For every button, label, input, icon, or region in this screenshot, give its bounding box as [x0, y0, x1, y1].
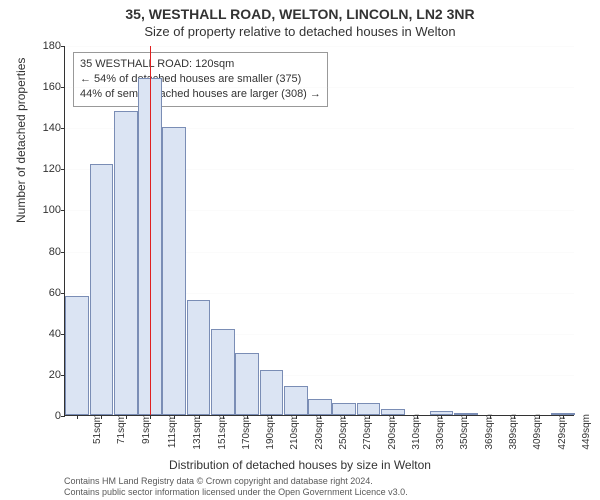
- ytick-mark: [61, 416, 65, 417]
- xtick-label: 151sqm: [216, 414, 227, 450]
- xtick-mark: [247, 415, 248, 419]
- xtick-mark: [514, 415, 515, 419]
- reference-line: [150, 46, 151, 415]
- xtick-mark: [563, 415, 564, 419]
- ytick-label: 40: [31, 328, 61, 340]
- histogram-bar: [187, 300, 211, 415]
- xtick-label: 409sqm: [532, 414, 543, 450]
- xtick-mark: [223, 415, 224, 419]
- chart-title-line1: 35, WESTHALL ROAD, WELTON, LINCOLN, LN2 …: [0, 6, 600, 22]
- histogram-bar: [162, 127, 186, 415]
- xtick-mark: [101, 415, 102, 419]
- chart-title-line2: Size of property relative to detached ho…: [0, 24, 600, 39]
- ytick-label: 20: [31, 369, 61, 381]
- ytick-mark: [61, 46, 65, 47]
- histogram-bar: [235, 353, 259, 415]
- xtick-label: 250sqm: [338, 414, 349, 450]
- xtick-label: 330sqm: [435, 414, 446, 450]
- y-axis-label: Number of detached properties: [14, 58, 28, 223]
- xtick-mark: [296, 415, 297, 419]
- xtick-mark: [77, 415, 78, 419]
- histogram-bar: [90, 164, 114, 415]
- ytick-label: 120: [31, 163, 61, 175]
- xtick-mark: [126, 415, 127, 419]
- xtick-label: 170sqm: [241, 414, 252, 450]
- xtick-label: 111sqm: [167, 414, 178, 448]
- ytick-label: 160: [31, 81, 61, 93]
- annotation-line2: ← 54% of detached houses are smaller (37…: [80, 72, 321, 87]
- ytick-mark: [61, 87, 65, 88]
- histogram-bar: [211, 329, 235, 415]
- xtick-label: 449sqm: [581, 414, 592, 450]
- histogram-bar: [308, 399, 332, 415]
- histogram-bar: [114, 111, 138, 415]
- xtick-mark: [417, 415, 418, 419]
- xtick-label: 389sqm: [508, 414, 519, 450]
- xtick-mark: [539, 415, 540, 419]
- xtick-mark: [393, 415, 394, 419]
- xtick-label: 350sqm: [459, 414, 470, 450]
- plot-area: 35 WESTHALL ROAD: 120sqm ← 54% of detach…: [64, 46, 574, 416]
- xtick-mark: [466, 415, 467, 419]
- histogram-bar: [332, 403, 356, 415]
- footer-attribution: Contains HM Land Registry data © Crown c…: [64, 476, 590, 499]
- ytick-label: 140: [31, 122, 61, 134]
- xtick-label: 190sqm: [265, 414, 276, 450]
- xtick-label: 369sqm: [483, 414, 494, 450]
- histogram-bar: [357, 403, 381, 415]
- xtick-mark: [320, 415, 321, 419]
- histogram-bar: [284, 386, 308, 415]
- xtick-mark: [199, 415, 200, 419]
- histogram-bar: [65, 296, 89, 415]
- ytick-mark: [61, 128, 65, 129]
- footer-line1: Contains HM Land Registry data © Crown c…: [64, 476, 590, 487]
- annotation-line3: 44% of semi-detached houses are larger (…: [80, 87, 321, 102]
- xtick-label: 429sqm: [556, 414, 567, 450]
- ytick-label: 60: [31, 287, 61, 299]
- xtick-label: 210sqm: [289, 414, 300, 450]
- gridline-h: [65, 46, 574, 47]
- chart-container: 35, WESTHALL ROAD, WELTON, LINCOLN, LN2 …: [0, 0, 600, 500]
- ytick-label: 80: [31, 246, 61, 258]
- ytick-mark: [61, 210, 65, 211]
- xtick-label: 270sqm: [362, 414, 373, 450]
- annotation-line1: 35 WESTHALL ROAD: 120sqm: [80, 57, 321, 72]
- histogram-bar: [260, 370, 284, 415]
- footer-line2: Contains public sector information licen…: [64, 487, 590, 498]
- xtick-label: 131sqm: [192, 414, 203, 450]
- ytick-label: 100: [31, 204, 61, 216]
- xtick-mark: [344, 415, 345, 419]
- xtick-mark: [174, 415, 175, 419]
- xtick-label: 290sqm: [386, 414, 397, 450]
- xtick-label: 310sqm: [411, 414, 422, 450]
- xtick-mark: [150, 415, 151, 419]
- ytick-label: 180: [31, 40, 61, 52]
- xtick-label: 230sqm: [313, 414, 324, 450]
- xtick-mark: [271, 415, 272, 419]
- x-axis-label: Distribution of detached houses by size …: [0, 458, 600, 472]
- ytick-mark: [61, 169, 65, 170]
- xtick-mark: [490, 415, 491, 419]
- ytick-label: 0: [31, 410, 61, 422]
- ytick-mark: [61, 252, 65, 253]
- xtick-mark: [441, 415, 442, 419]
- xtick-mark: [369, 415, 370, 419]
- annotation-box: 35 WESTHALL ROAD: 120sqm ← 54% of detach…: [73, 52, 328, 107]
- ytick-mark: [61, 293, 65, 294]
